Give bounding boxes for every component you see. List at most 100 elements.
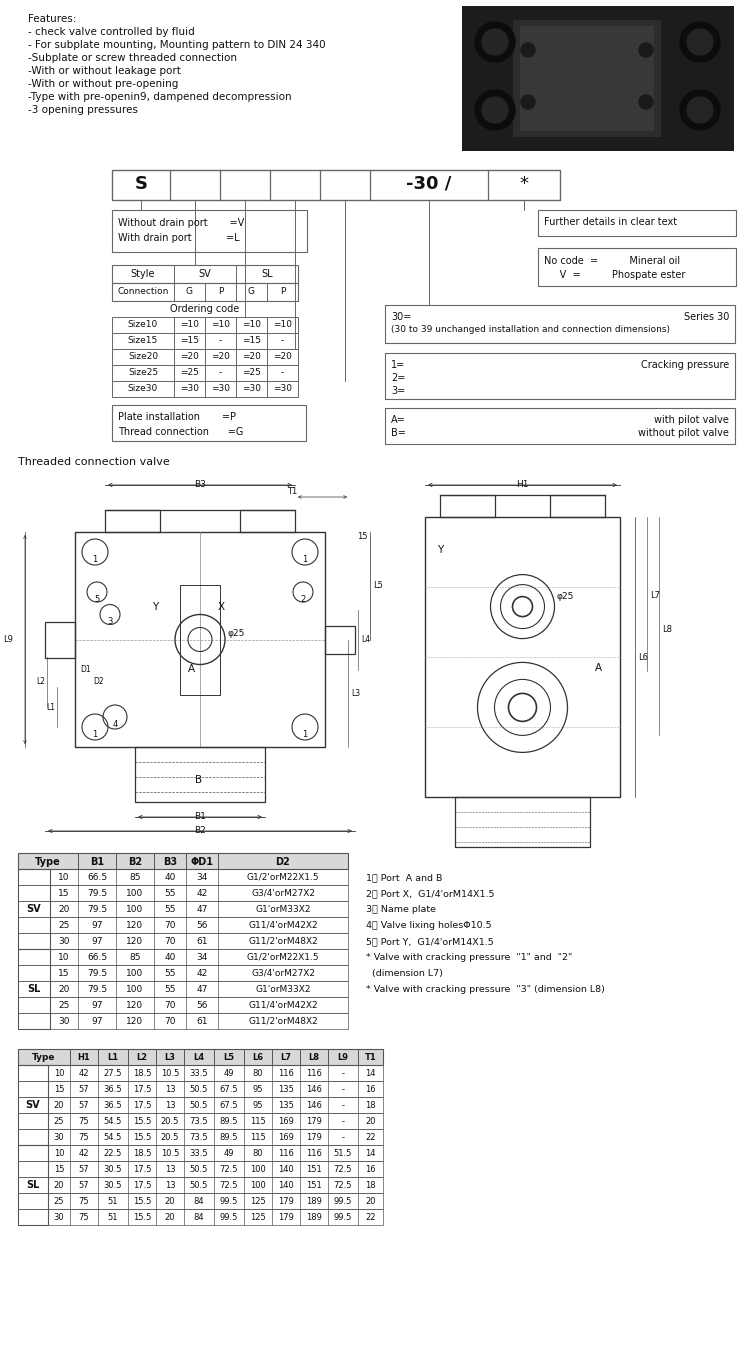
Bar	[112, 265, 298, 283]
Bar	[18, 1129, 383, 1146]
Text: L6: L6	[253, 1053, 263, 1062]
Text: 89.5: 89.5	[220, 1117, 239, 1126]
Text: 18.5: 18.5	[133, 1150, 152, 1158]
Text: B: B	[195, 775, 202, 785]
Bar	[18, 934, 348, 949]
Text: 57: 57	[79, 1085, 89, 1094]
Text: 15.5: 15.5	[133, 1117, 152, 1126]
Text: P: P	[217, 287, 223, 297]
Text: 99.5: 99.5	[220, 1213, 239, 1222]
Bar	[112, 365, 298, 381]
Text: 13: 13	[165, 1181, 176, 1191]
Text: 17.5: 17.5	[133, 1100, 152, 1110]
Text: 15: 15	[58, 889, 70, 898]
Circle shape	[482, 29, 508, 55]
Text: 84: 84	[194, 1213, 204, 1222]
Text: L1: L1	[46, 703, 55, 711]
Text: 169: 169	[278, 1117, 294, 1126]
Text: 42: 42	[79, 1069, 89, 1079]
Text: D2: D2	[93, 678, 104, 686]
Bar	[18, 1065, 383, 1081]
Text: 100: 100	[126, 969, 144, 977]
Text: 20: 20	[54, 1100, 64, 1110]
Text: 15: 15	[54, 1165, 64, 1174]
Text: 42: 42	[79, 1150, 89, 1158]
Text: -Type with pre-openin9, dampened decompression: -Type with pre-openin9, dampened decompr…	[28, 92, 292, 103]
Text: 47: 47	[196, 986, 208, 994]
Text: 1: 1	[302, 555, 307, 565]
Text: G1/2'orM22X1.5: G1/2'orM22X1.5	[247, 874, 320, 882]
Text: 55: 55	[164, 969, 176, 977]
Text: 22: 22	[365, 1133, 376, 1141]
Bar	[18, 1177, 383, 1193]
Circle shape	[475, 90, 515, 130]
Text: 84: 84	[194, 1197, 204, 1206]
Text: 72.5: 72.5	[334, 1165, 352, 1174]
Text: 57: 57	[79, 1100, 89, 1110]
Text: 72.5: 72.5	[220, 1181, 239, 1191]
Bar	[513, 21, 661, 137]
Text: 50.5: 50.5	[190, 1085, 209, 1094]
Text: -3 opening pressures: -3 opening pressures	[28, 105, 138, 115]
Text: 20: 20	[365, 1117, 376, 1126]
Text: 20: 20	[58, 905, 70, 915]
Bar	[18, 1146, 48, 1225]
Text: Y: Y	[437, 545, 443, 555]
Bar	[112, 170, 560, 200]
Text: -: -	[219, 336, 222, 344]
Text: =20: =20	[180, 351, 199, 361]
Text: A=: A=	[391, 416, 406, 425]
Text: 10.5: 10.5	[160, 1150, 179, 1158]
Text: 49: 49	[224, 1069, 234, 1079]
Text: -: -	[280, 368, 284, 377]
Text: =10: =10	[242, 320, 261, 329]
Bar	[550, 495, 605, 517]
Circle shape	[687, 29, 713, 55]
Text: 179: 179	[306, 1133, 322, 1141]
Text: 18: 18	[365, 1181, 376, 1191]
Text: Thread connection      =G: Thread connection =G	[118, 427, 243, 437]
Text: -: -	[341, 1069, 344, 1079]
Bar	[45, 622, 75, 658]
Text: L2: L2	[136, 1053, 148, 1062]
Text: 75: 75	[79, 1197, 89, 1206]
Text: 18: 18	[365, 1100, 376, 1110]
Text: 79.5: 79.5	[87, 969, 107, 977]
Text: 27.5: 27.5	[104, 1069, 122, 1079]
Text: V  =          Phospate ester: V = Phospate ester	[544, 271, 686, 280]
Text: 72.5: 72.5	[220, 1165, 239, 1174]
Text: Size20: Size20	[128, 351, 158, 361]
Bar	[18, 869, 50, 949]
Text: 115: 115	[250, 1117, 266, 1126]
Bar	[385, 407, 735, 444]
Text: 179: 179	[278, 1213, 294, 1222]
Text: -Subplate or screw threaded connection: -Subplate or screw threaded connection	[28, 53, 237, 63]
Text: 51.5: 51.5	[334, 1150, 352, 1158]
Text: L9: L9	[3, 636, 13, 644]
Text: 50.5: 50.5	[190, 1165, 209, 1174]
Text: =25: =25	[242, 368, 261, 377]
Text: 67.5: 67.5	[220, 1085, 239, 1094]
Text: 47: 47	[196, 905, 208, 915]
Text: 73.5: 73.5	[190, 1117, 209, 1126]
Text: A: A	[188, 664, 195, 674]
Text: 2=: 2=	[391, 373, 405, 383]
Text: 1: 1	[302, 730, 307, 740]
Text: 17.5: 17.5	[133, 1165, 152, 1174]
Text: -: -	[341, 1100, 344, 1110]
Text: 36.5: 36.5	[104, 1100, 122, 1110]
Text: 70: 70	[164, 921, 176, 930]
Text: 146: 146	[306, 1085, 322, 1094]
Text: 56: 56	[196, 1001, 208, 1010]
Text: G3/4'orM27X2: G3/4'orM27X2	[251, 889, 315, 898]
Text: L5: L5	[373, 581, 382, 591]
Text: 75: 75	[79, 1117, 89, 1126]
Text: B2: B2	[128, 857, 142, 867]
Text: 1=: 1=	[391, 360, 405, 370]
Text: 67.5: 67.5	[220, 1100, 239, 1110]
Text: 34: 34	[196, 874, 208, 882]
Text: L9: L9	[338, 1053, 349, 1062]
Text: 116: 116	[278, 1150, 294, 1158]
Text: =10: =10	[211, 320, 230, 329]
Text: Without drain port       =V: Without drain port =V	[118, 217, 244, 228]
